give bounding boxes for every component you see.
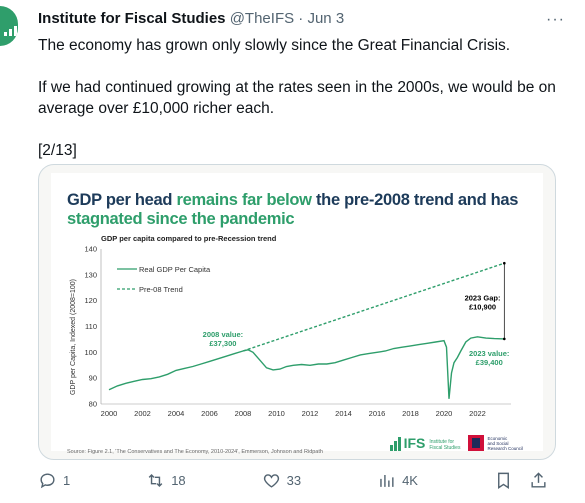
header-separator: · — [298, 10, 304, 27]
chart-annotation: £37,300 — [209, 339, 236, 348]
heart-icon — [263, 473, 279, 488]
headline-part: the pre-2008 trend and has — [311, 191, 519, 209]
esrc-logo: Economic and Social Research Council — [468, 435, 523, 451]
author-name[interactable]: Institute for Fiscal Studies — [38, 10, 226, 27]
more-options-icon[interactable]: ··· — [546, 11, 565, 28]
chart-annotation: 2023 value: — [469, 349, 509, 358]
x-tick-label: 2008 — [235, 409, 252, 418]
ifs-logo-sub: Institute for — [429, 439, 455, 445]
chart-annotation: 2023 Gap: — [465, 294, 501, 303]
real-gdp-line — [108, 336, 505, 399]
like-button[interactable]: 33 — [262, 471, 301, 490]
author-handle[interactable]: @TheIFS — [229, 10, 295, 27]
tweet-paragraph: The economy has grown only slowly since … — [38, 37, 511, 54]
tweet-text: The economy has grown only slowly since … — [38, 35, 568, 161]
chart-logos: IFS Institute for Fiscal Studies Economic… — [389, 431, 523, 455]
ifs-logo-text: IFS — [403, 435, 426, 451]
esrc-logo-sub: Economic — [487, 435, 508, 441]
tweet-date[interactable]: Jun 3 — [307, 10, 345, 27]
x-tick-label: 2014 — [335, 409, 352, 418]
chart-image: GDP per head remains far below the pre-2… — [51, 173, 543, 455]
retweet-icon — [148, 473, 163, 487]
x-tick-label: 2020 — [436, 409, 453, 418]
ukri-logo-icon — [468, 435, 485, 451]
legend-trend-label: Pre-08 Trend — [139, 285, 183, 294]
chart-headline: GDP per head remains far below the pre-2… — [67, 191, 537, 229]
gap-bracket-dot — [503, 261, 506, 265]
chart-annotation: £10,900 — [469, 303, 496, 312]
chart-title: GDP per capita compared to pre-Recession… — [101, 234, 277, 243]
headline-part: stagnated since the pandemic — [67, 210, 295, 228]
esrc-logo-sub: Research Council — [487, 445, 523, 451]
share-button[interactable] — [529, 471, 548, 490]
x-tick-label: 2010 — [268, 409, 285, 418]
tweet-paragraph: [2/13] — [38, 142, 77, 159]
retweet-count: 18 — [171, 472, 186, 488]
x-tick-label: 2004 — [168, 409, 185, 418]
x-tick-label: 2016 — [369, 409, 386, 418]
y-tick-label: 80 — [89, 400, 97, 409]
avatar[interactable] — [0, 6, 18, 46]
ifs-logo: IFS Institute for Fiscal Studies — [389, 435, 461, 451]
views-count: 4K — [402, 472, 418, 488]
like-count: 33 — [286, 472, 302, 488]
x-tick-label: 2012 — [302, 409, 319, 418]
y-tick-label: 90 — [89, 374, 97, 383]
legend-real-label: Real GDP Per Capita — [139, 265, 211, 274]
y-tick-label: 100 — [84, 348, 97, 357]
bookmark-icon — [497, 472, 509, 489]
share-icon — [531, 471, 546, 488]
views-button[interactable]: 4K — [377, 471, 418, 490]
chart-source: Source: Figure 2.1, 'The Conservatives a… — [67, 449, 323, 455]
headline-part: GDP per head — [67, 191, 177, 209]
y-tick-label: 130 — [84, 270, 97, 279]
pre08-trend-line — [242, 262, 505, 352]
tweet-actions: 1 18 33 4K — [38, 468, 548, 492]
gdp-chart: GDP per capita compared to pre-Recession… — [70, 234, 511, 418]
chart-annotation: £39,400 — [476, 358, 503, 367]
x-tick-label: 2000 — [101, 409, 118, 418]
y-tick-label: 140 — [84, 245, 97, 254]
ifs-avatar-logo-icon — [4, 26, 17, 36]
gap-bracket-dot — [503, 337, 506, 341]
views-chart-icon — [380, 474, 394, 487]
x-tick-label: 2002 — [134, 409, 151, 418]
tweet-header: Institute for Fiscal Studies @TheIFS · J… — [38, 10, 344, 27]
bookmark-button[interactable] — [494, 471, 513, 490]
retweet-button[interactable]: 18 — [146, 471, 186, 490]
headline-part: remains far below — [176, 191, 313, 209]
x-tick-label: 2006 — [201, 409, 218, 418]
x-tick-label: 2022 — [469, 409, 486, 418]
y-axis-label: GDP per Capita, Indexed (2008=100) — [70, 279, 77, 395]
chart-annotation: 2008 value: — [203, 330, 243, 339]
reply-count: 1 — [63, 472, 71, 488]
x-tick-label: 2018 — [402, 409, 419, 418]
esrc-logo-sub: and Social — [487, 440, 509, 446]
y-tick-label: 110 — [85, 322, 97, 331]
tweet-paragraph: If we had continued growing at the rates… — [38, 79, 556, 117]
ifs-logo-sub: Fiscal Studies — [429, 445, 461, 451]
reply-icon — [40, 472, 55, 488]
media-card[interactable]: GDP per head remains far below the pre-2… — [38, 164, 556, 460]
y-tick-label: 120 — [84, 296, 97, 305]
reply-button[interactable]: 1 — [38, 471, 70, 490]
